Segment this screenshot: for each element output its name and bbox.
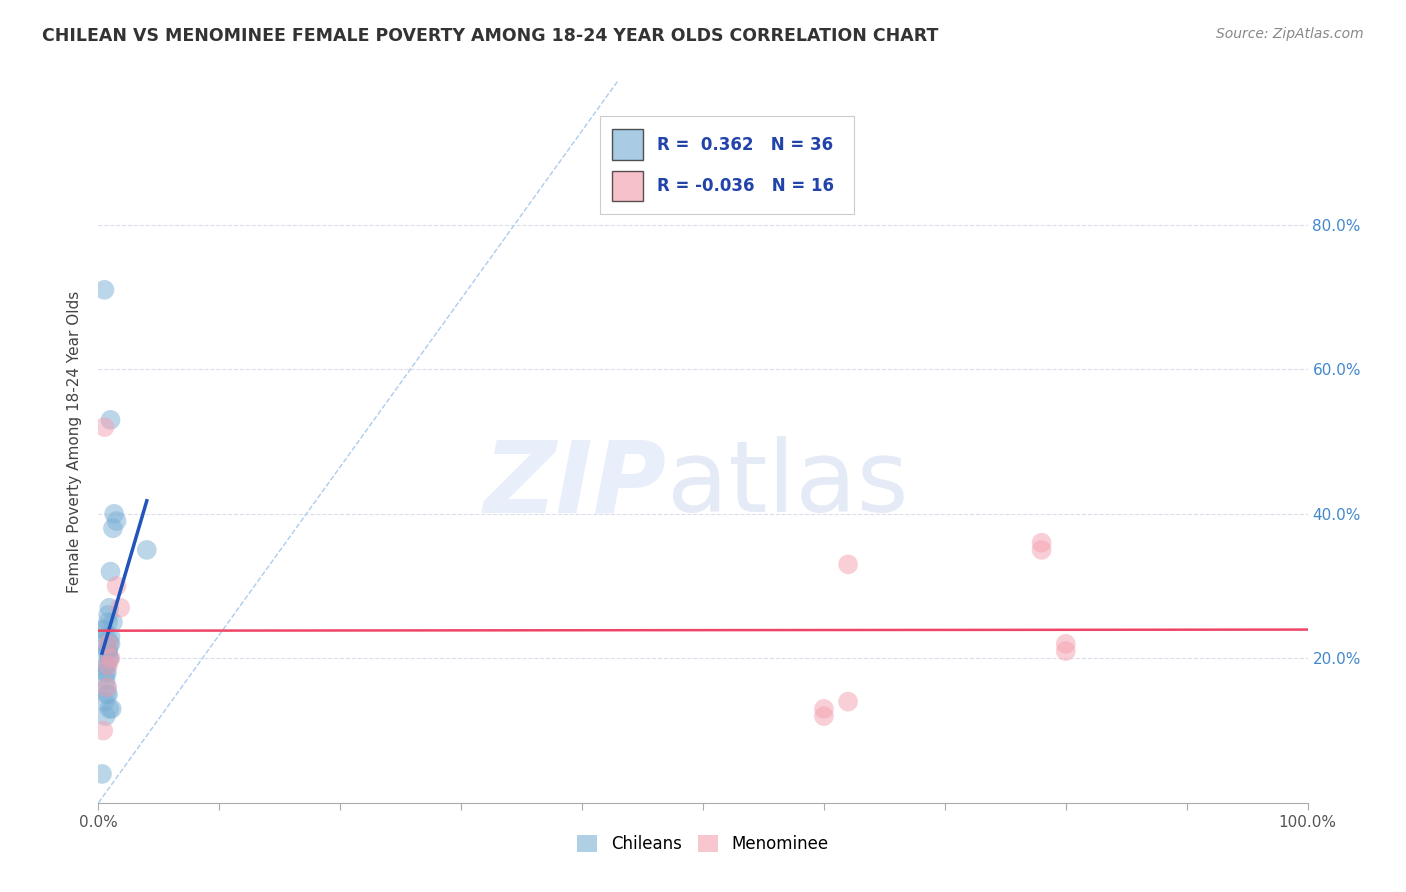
Point — [98, 702, 121, 716]
Legend: Chileans, Menominee: Chileans, Menominee — [571, 828, 835, 860]
Point — [96, 687, 118, 701]
Point — [96, 680, 118, 694]
Point — [93, 695, 115, 709]
Point — [837, 695, 859, 709]
Point — [97, 607, 120, 622]
Point — [1054, 637, 1077, 651]
Point — [93, 420, 115, 434]
Point — [105, 514, 128, 528]
Point — [103, 507, 125, 521]
Point — [97, 687, 120, 701]
Point — [97, 644, 120, 658]
Point — [813, 709, 835, 723]
Point — [97, 644, 120, 658]
FancyBboxPatch shape — [600, 117, 855, 214]
Point — [94, 644, 117, 658]
Point — [813, 702, 835, 716]
Text: CHILEAN VS MENOMINEE FEMALE POVERTY AMONG 18-24 YEAR OLDS CORRELATION CHART: CHILEAN VS MENOMINEE FEMALE POVERTY AMON… — [42, 27, 939, 45]
Point — [135, 542, 157, 557]
Point — [100, 702, 122, 716]
Point — [91, 623, 114, 637]
Point — [1031, 542, 1053, 557]
Point — [100, 413, 122, 427]
Point — [91, 723, 114, 738]
Point — [100, 630, 122, 644]
Point — [94, 673, 117, 687]
Point — [96, 630, 118, 644]
Point — [100, 651, 122, 665]
Point — [96, 658, 118, 673]
Point — [97, 615, 120, 630]
Point — [100, 565, 122, 579]
Point — [101, 615, 124, 630]
FancyBboxPatch shape — [613, 170, 643, 201]
Point — [94, 709, 117, 723]
Point — [98, 637, 121, 651]
Point — [1054, 644, 1077, 658]
Point — [94, 658, 117, 673]
Point — [98, 651, 121, 665]
Text: ZIP: ZIP — [484, 436, 666, 533]
Text: atlas: atlas — [666, 436, 908, 533]
Point — [100, 637, 122, 651]
Point — [97, 658, 120, 673]
Point — [97, 637, 120, 651]
Text: R =  0.362   N = 36: R = 0.362 N = 36 — [657, 136, 834, 153]
Point — [98, 600, 121, 615]
Point — [94, 637, 117, 651]
Point — [837, 558, 859, 572]
FancyBboxPatch shape — [613, 129, 643, 160]
Point — [98, 651, 121, 665]
Point — [1031, 535, 1053, 549]
Point — [91, 767, 114, 781]
Point — [96, 665, 118, 680]
Text: R = -0.036   N = 16: R = -0.036 N = 16 — [657, 177, 834, 194]
Point — [96, 680, 118, 694]
Point — [105, 579, 128, 593]
Point — [93, 283, 115, 297]
Text: Source: ZipAtlas.com: Source: ZipAtlas.com — [1216, 27, 1364, 41]
Point — [101, 521, 124, 535]
Point — [94, 665, 117, 680]
Point — [108, 600, 131, 615]
Y-axis label: Female Poverty Among 18-24 Year Olds: Female Poverty Among 18-24 Year Olds — [67, 291, 83, 592]
Point — [93, 623, 115, 637]
